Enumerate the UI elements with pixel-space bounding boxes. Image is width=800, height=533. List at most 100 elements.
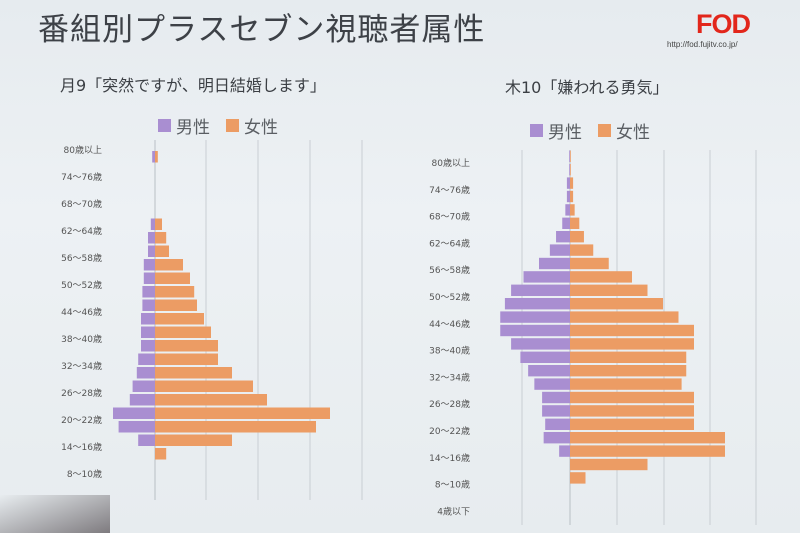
male-bar [142, 286, 155, 298]
male-bar [148, 232, 155, 244]
y-tick-label: 74〜76歳 [429, 184, 470, 196]
y-tick-label: 26〜28歳 [429, 398, 470, 410]
female-bar [570, 150, 571, 162]
female-bar [155, 353, 218, 365]
y-tick-label: 68〜70歳 [429, 211, 470, 223]
male-bar [152, 151, 155, 163]
y-tick-label: 44〜46歳 [429, 318, 470, 330]
male-bar [549, 244, 570, 256]
y-tick-label: 44〜46歳 [61, 306, 102, 318]
y-tick-label: 62〜64歳 [429, 237, 470, 249]
y-tick-label: 50〜52歳 [61, 279, 102, 291]
male-bar [520, 351, 570, 363]
male-bar [132, 380, 155, 392]
female-bar [570, 365, 687, 377]
y-tick-label: 32〜34歳 [61, 360, 102, 372]
y-tick-label: 56〜58歳 [429, 264, 470, 276]
male-swatch [530, 124, 543, 137]
male-bar [113, 407, 155, 419]
female-bar [570, 432, 725, 444]
female-bar [155, 232, 167, 244]
female-bar [570, 284, 648, 296]
female-swatch [226, 119, 239, 132]
female-bar [570, 217, 580, 229]
female-bar [570, 458, 648, 471]
female-bar [570, 391, 694, 404]
male-bar [511, 338, 570, 350]
female-bar [155, 340, 218, 352]
y-tick-label: 62〜64歳 [61, 225, 102, 237]
male-bar [543, 432, 570, 444]
y-tick-label: 14〜16歳 [429, 452, 470, 464]
y-tick-label: 8〜10歳 [67, 468, 102, 480]
female-bar [570, 164, 571, 176]
male-bar [542, 405, 570, 417]
male-bar [141, 340, 155, 352]
female-bar [570, 190, 574, 203]
y-tick-label: 4歳以下 [437, 505, 470, 517]
legend-male: 男性 [158, 113, 210, 138]
female-bar [570, 472, 586, 484]
right-chart-title: 木10「嫌われる勇気」 [505, 78, 669, 97]
y-tick-label: 80歳以上 [432, 157, 470, 169]
female-bar [155, 434, 232, 446]
female-bar [570, 204, 575, 216]
male-bar [118, 421, 155, 433]
female-bar [155, 407, 330, 419]
male-bar [566, 190, 570, 203]
female-bar [570, 271, 632, 283]
female-bar [570, 338, 694, 350]
female-bar [155, 421, 316, 433]
male-bar [528, 365, 570, 377]
y-tick-label: 56〜58歳 [61, 252, 102, 264]
left-chart-title: 月9「突然ですが、明日結婚します」 [60, 76, 326, 95]
legend-male: 男性 [530, 118, 582, 143]
page-title: 番組別プラスセブン視聴者属性 [38, 12, 486, 48]
female-bar [570, 311, 679, 323]
female-bar [155, 151, 158, 163]
legend-female: 女性 [598, 118, 650, 143]
legend-female-label: 女性 [616, 123, 650, 143]
female-bar [570, 177, 574, 189]
male-bar [129, 394, 155, 406]
female-bar [570, 351, 687, 363]
male-bar [569, 164, 570, 176]
female-bar [155, 380, 253, 392]
male-bar [500, 324, 570, 337]
y-tick-label: 20〜22歳 [61, 414, 102, 426]
male-bar [559, 445, 570, 457]
legend-female-label: 女性 [244, 118, 278, 138]
female-bar [570, 445, 725, 457]
male-bar [143, 272, 155, 284]
legend-male-label: 男性 [176, 118, 210, 138]
male-bar [141, 313, 155, 325]
male-bar [138, 434, 155, 446]
projector-shadow [0, 495, 110, 533]
female-bar [155, 367, 232, 379]
female-bar [570, 257, 609, 270]
y-tick-label: 38〜40歳 [61, 333, 102, 345]
y-tick-label: 38〜40歳 [429, 345, 470, 357]
male-bar [511, 284, 570, 296]
male-bar [566, 177, 570, 189]
female-bar [570, 231, 584, 243]
y-tick-label: 20〜22歳 [429, 425, 470, 437]
legend-female: 女性 [226, 113, 278, 138]
y-tick-label: 74〜76歳 [61, 171, 102, 183]
male-bar [534, 378, 570, 390]
y-tick-label: 26〜28歳 [61, 387, 102, 399]
y-tick-label: 14〜16歳 [61, 441, 102, 453]
female-bar [155, 259, 183, 271]
male-bar [138, 353, 155, 365]
male-bar [142, 299, 155, 311]
y-tick-label: 68〜70歳 [61, 198, 102, 210]
legend-male-label: 男性 [548, 123, 582, 143]
female-bar [570, 324, 694, 337]
female-bar [155, 272, 190, 284]
female-bar [570, 418, 694, 430]
female-bar [155, 245, 169, 257]
fod-url: http://fod.fujitv.co.jp/ [667, 40, 738, 49]
male-swatch [158, 119, 171, 132]
male-bar [569, 150, 570, 162]
female-bar [570, 405, 694, 417]
